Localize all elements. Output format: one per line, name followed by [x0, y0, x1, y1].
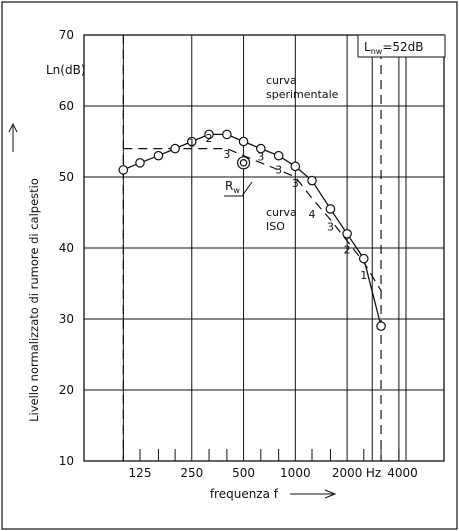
- y-unit-label: Ln(dB): [46, 63, 86, 77]
- experimental-point: [256, 143, 266, 154]
- experimental-point: [238, 136, 249, 147]
- y-tick-label: 70: [59, 28, 74, 42]
- lnw-main: L: [364, 40, 371, 54]
- y-axis-title-group: Livello normalizzato di rumore di calpes…: [27, 178, 41, 422]
- deviation-marker: 3: [257, 151, 264, 164]
- lnw-sub: nw: [371, 47, 383, 56]
- x-axis-title: frequenza f: [210, 487, 279, 501]
- experimental-point: [273, 150, 284, 161]
- x-tick-label: 2000: [332, 466, 363, 480]
- rw-main: R: [225, 179, 233, 193]
- deviation-marker: 3: [223, 148, 230, 161]
- x-tick-label: Hz: [366, 466, 381, 480]
- annotation-experimental: curva sperimentale: [266, 74, 339, 101]
- y-tick-label: 40: [59, 241, 74, 255]
- experimental-curve: [123, 133, 382, 327]
- experimental-point: [342, 229, 352, 239]
- svg-text:curva: curva: [266, 74, 297, 87]
- experimental-point: [135, 158, 145, 168]
- experimental-point: [204, 129, 214, 140]
- x-axis-arrow: [290, 489, 337, 499]
- experimental-point: [290, 161, 301, 172]
- svg-text:Lnw=52dB: Lnw=52dB: [364, 40, 424, 56]
- deviation-marker: 4: [309, 208, 316, 221]
- experimental-point: [186, 136, 197, 147]
- deviation-marker: 3: [327, 220, 334, 233]
- y-tick-label: 10: [59, 454, 74, 468]
- y-tick-label: 50: [59, 170, 74, 184]
- experimental-point: [153, 150, 164, 161]
- y-axis-arrow: [8, 122, 18, 152]
- grid: [83, 34, 445, 462]
- svg-text:Rw: Rw: [225, 179, 240, 195]
- x-tick-labels: 125 250 500 1000 2000 Hz 4000: [129, 466, 418, 480]
- rw-inner-circle: [239, 159, 248, 167]
- experimental-point: [325, 204, 336, 214]
- y-tick-label: 30: [59, 312, 74, 326]
- experimental-point: [118, 165, 129, 175]
- y-tick-label: 20: [59, 383, 74, 397]
- svg-text:sperimentale: sperimentale: [266, 88, 339, 101]
- experimental-point: [376, 321, 386, 331]
- annotation-iso: curva ISO: [266, 206, 297, 233]
- y-tick-label: 60: [59, 99, 74, 113]
- experimental-curve-group: [118, 129, 386, 331]
- rw-label-group: Rw: [224, 179, 253, 197]
- rw-sub: w: [233, 186, 240, 195]
- experimental-point: [358, 253, 369, 264]
- experimental-point: [222, 129, 232, 140]
- rw-point: [236, 156, 251, 170]
- deviation-marker: 3: [275, 163, 282, 176]
- deviation-marker: 1: [188, 136, 195, 149]
- svg-text:ISO: ISO: [266, 220, 285, 233]
- deviation-marker: 2: [344, 244, 351, 257]
- x-tick-label: 500: [232, 466, 255, 480]
- iso-curve-group: [123, 148, 382, 291]
- svg-text:curva: curva: [266, 206, 297, 219]
- lnw-value: =52dB: [382, 40, 423, 54]
- x-tick-label: 4000: [387, 466, 418, 480]
- vertical-dashed-limits: [122, 35, 382, 461]
- x-tick-label: 1000: [280, 466, 311, 480]
- experimental-point: [307, 175, 317, 186]
- lnw-box: Lnw=52dB: [357, 34, 446, 58]
- deviation-marker: 1: [360, 269, 367, 282]
- x-tick-label: 250: [180, 466, 203, 480]
- rw-leader: [224, 181, 253, 197]
- iso-curve: [123, 148, 382, 291]
- x-tick-label: 125: [129, 466, 152, 480]
- y-axis-title: Livello normalizzato di rumore di calpes…: [27, 178, 41, 422]
- y-tick-labels: 10 20 30 40 50 60 70: [59, 28, 74, 468]
- deviation-marker: 3: [292, 177, 299, 190]
- experimental-point: [170, 143, 180, 154]
- deviation-marker: 2: [206, 132, 213, 145]
